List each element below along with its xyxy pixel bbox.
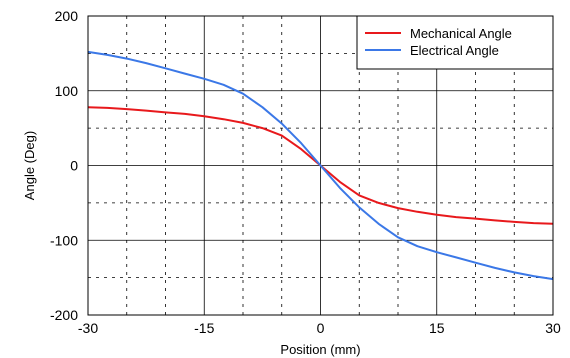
y-axis-label: Angle (Deg) xyxy=(22,131,37,200)
legend-box xyxy=(356,15,554,70)
x-tick-label: 15 xyxy=(429,320,445,336)
legend-entry-mechanical-angle: Mechanical Angle xyxy=(410,26,512,41)
y-tick-label: -200 xyxy=(50,307,78,323)
x-tick-label: 30 xyxy=(545,320,561,336)
series-layer xyxy=(87,50,554,281)
x-tick-label: -15 xyxy=(194,320,214,336)
y-tick-label: 100 xyxy=(55,83,79,99)
legend: Mechanical Angle Electrical Angle xyxy=(356,15,554,70)
plot-area-frame xyxy=(87,15,554,316)
y-tick-label: 200 xyxy=(55,8,79,24)
legend-entry-electrical-angle: Electrical Angle xyxy=(410,43,499,58)
y-tick-label: 0 xyxy=(70,158,78,174)
x-axis-label: Position (mm) xyxy=(280,342,360,357)
y-axis-ticks: 200 100 0 -100 -200 xyxy=(50,8,78,323)
y-tick-label: -100 xyxy=(50,232,78,248)
series-line-electrical-angle xyxy=(87,50,554,281)
x-tick-label: -30 xyxy=(78,320,98,336)
x-axis-ticks: -30 -15 0 15 30 xyxy=(78,320,561,336)
x-tick-label: 0 xyxy=(317,320,325,336)
